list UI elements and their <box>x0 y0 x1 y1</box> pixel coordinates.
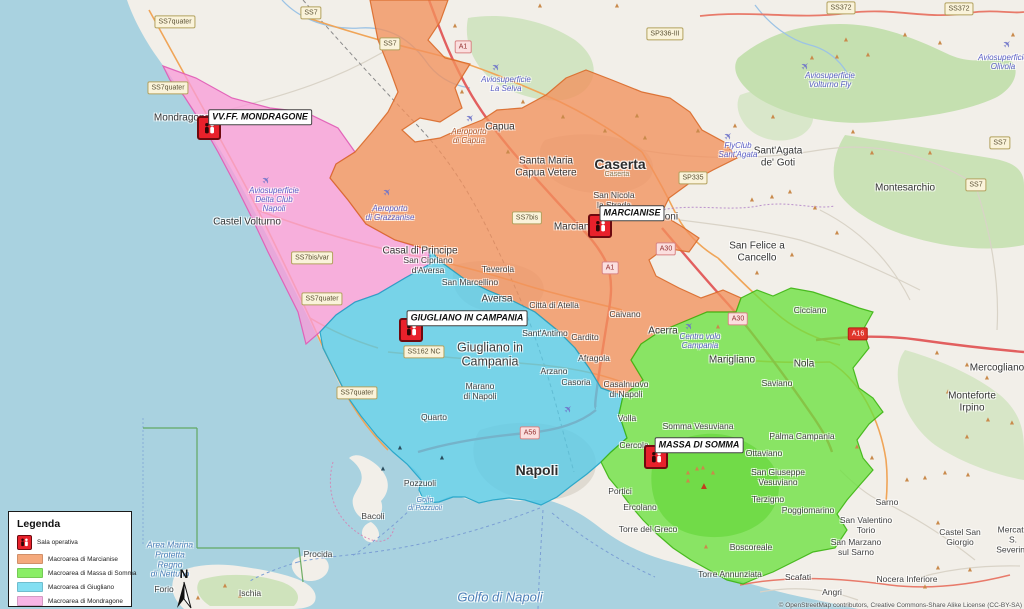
region-overlays <box>161 0 884 585</box>
fire-station-icon <box>17 535 32 550</box>
boundaries <box>143 203 836 583</box>
legend-item-label: Macroarea di Giugliano <box>48 583 115 591</box>
legend-item-label: Macroarea di Marcianise <box>48 555 118 563</box>
map-attribution: © OpenStreetMap contributors, Creative C… <box>778 602 1022 609</box>
fire-station-marker[interactable] <box>197 116 221 140</box>
region-massa <box>600 287 884 585</box>
legend-item: Macroarea di Mondragone <box>17 596 123 606</box>
legend-panel: Legenda Sala operativa Macroarea di Marc… <box>8 511 136 607</box>
legend-item: Macroarea di Giugliano <box>17 582 123 592</box>
region-giugliano <box>319 248 628 506</box>
legend-swatch <box>17 596 43 606</box>
legend-item-label: Macroarea di Mondragone <box>48 597 123 605</box>
legend-items: Macroarea di Marcianise Macroarea di Mass… <box>17 554 136 606</box>
legend-item-sala-operativa: Sala operativa <box>17 535 123 550</box>
legend-item-label: Macroarea di Massa di Somma <box>48 569 137 577</box>
legend-swatch <box>17 568 43 578</box>
legend-title: Legenda <box>17 518 61 530</box>
legend-item-label: Sala operativa <box>37 539 78 546</box>
legend-swatch <box>17 582 43 592</box>
fire-station-marker[interactable] <box>588 214 612 238</box>
north-label: N <box>180 567 189 581</box>
fire-station-marker[interactable] <box>399 318 423 342</box>
ferry-routes <box>142 418 656 609</box>
legend-swatch <box>17 554 43 564</box>
legend-item: Macroarea di Massa di Somma <box>17 568 136 578</box>
region-marcianise <box>329 0 742 397</box>
legend-item: Macroarea di Marcianise <box>17 554 123 564</box>
north-arrow: N <box>170 566 198 609</box>
fire-station-marker[interactable] <box>644 445 668 469</box>
